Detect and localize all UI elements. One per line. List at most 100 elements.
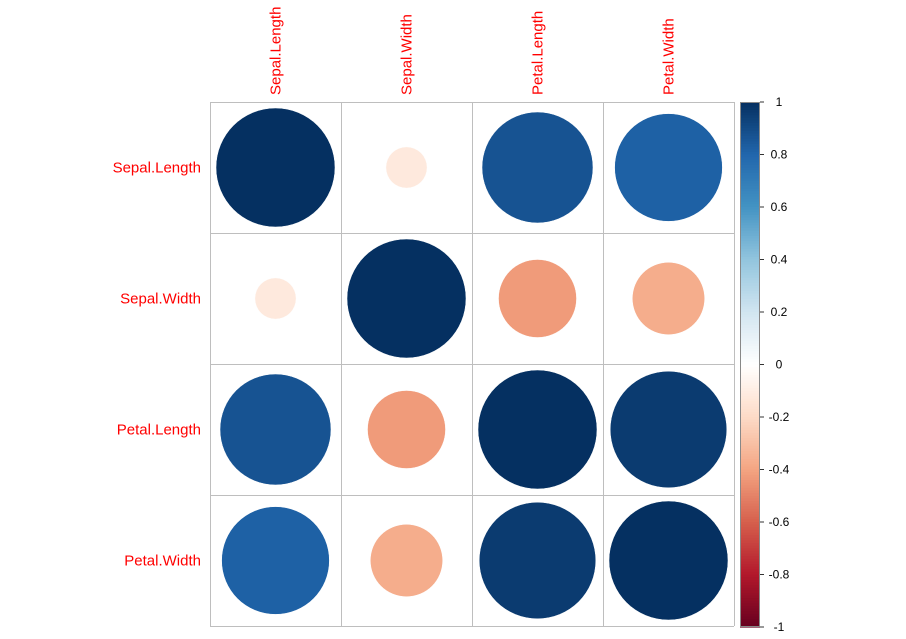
colorbar-segment — [740, 256, 760, 261]
colorbar-segment — [740, 157, 760, 161]
colorbar-segment — [740, 241, 760, 245]
colorbar-segment — [740, 508, 760, 513]
colorbar-segment — [740, 519, 760, 523]
colorbar-segment — [740, 346, 760, 350]
colorbar-segment — [740, 430, 760, 434]
correlation-circle-petal-width-sepal-length — [221, 506, 330, 615]
colorbar-segment — [740, 277, 760, 282]
colorbar-tick-label: -0.8 — [769, 568, 790, 582]
colorbar-segment — [740, 335, 760, 339]
column-label: Petal.Width — [661, 18, 678, 95]
colorbar-segment — [740, 592, 760, 597]
colorbar-tick-label: 1 — [776, 95, 783, 109]
colorbar-segment — [740, 453, 760, 457]
colorbar-segment — [740, 340, 760, 345]
colorbar-segment — [740, 264, 760, 268]
colorbar-segment — [740, 472, 760, 476]
colorbar-segment — [740, 214, 760, 219]
colorbar-segment — [740, 180, 760, 184]
correlation-circle-petal-length-sepal-width — [367, 390, 446, 469]
colorbar-segment — [740, 175, 760, 179]
colorbar-segment — [740, 138, 760, 142]
colorbar-segment — [740, 154, 760, 158]
colorbar-segment — [740, 456, 760, 460]
colorbar-segment — [740, 466, 760, 471]
colorbar-segment — [740, 246, 760, 250]
colorbar-segment — [740, 301, 760, 305]
colorbar-segment — [740, 272, 760, 276]
colorbar-segment — [740, 503, 760, 507]
colorbar-segment — [740, 624, 760, 628]
correlation-circle-sepal-length-sepal-width — [385, 146, 428, 189]
colorbar-segment — [740, 144, 760, 148]
colorbar-segment — [740, 191, 760, 195]
colorbar-segment — [740, 427, 760, 431]
colorbar-segment — [740, 385, 760, 389]
colorbar-segment — [740, 537, 760, 541]
colorbar-segment — [740, 432, 760, 436]
colorbar-segment — [740, 556, 760, 560]
colorbar-segment — [740, 459, 760, 463]
colorbar-segment — [740, 522, 760, 526]
colorbar-segment — [740, 438, 760, 442]
row-label: Sepal.Length — [113, 160, 201, 177]
colorbar-segment — [740, 115, 760, 119]
colorbar-segment — [740, 574, 760, 578]
colorbar-segment — [740, 293, 760, 297]
correlation-circle-sepal-length-sepal-length — [215, 107, 336, 228]
colorbar-segment — [740, 201, 760, 205]
colorbar-segment — [740, 304, 760, 308]
colorbar-segment — [740, 532, 760, 536]
colorbar-segment — [740, 102, 760, 106]
colorbar-segment — [740, 550, 760, 555]
colorbar-segment — [740, 419, 760, 423]
colorbar-segment — [740, 207, 760, 211]
colorbar-segment — [740, 587, 760, 591]
colorbar-segment — [740, 348, 760, 352]
colorbar-segment — [740, 141, 760, 145]
colorbar-segment — [740, 288, 760, 292]
colorbar-segment — [740, 448, 760, 452]
colorbar-segment — [740, 112, 760, 116]
correlation-circle-sepal-width-petal-width — [632, 262, 705, 335]
colorbar-segment — [740, 464, 760, 468]
colorbar-segment — [740, 558, 760, 562]
colorbar-segment — [740, 306, 760, 310]
colorbar-segment — [740, 267, 760, 271]
colorbar-segment — [740, 359, 760, 363]
colorbar-segment — [740, 298, 760, 303]
colorbar-segment — [740, 543, 760, 547]
colorbar-segment — [740, 390, 760, 394]
colorbar-segment — [740, 598, 760, 602]
colorbar-segment — [740, 422, 760, 426]
colorbar-tick-label: -1 — [774, 620, 785, 634]
colorbar-segment — [740, 566, 760, 570]
colorbar-segment — [740, 351, 760, 355]
correlation-circle-petal-length-petal-length — [477, 369, 598, 490]
colorbar-segment — [740, 183, 760, 187]
colorbar-segment — [740, 498, 760, 502]
colorbar-segment — [740, 613, 760, 618]
colorbar-segment — [740, 186, 760, 190]
colorbar-segment — [740, 411, 760, 415]
colorbar-segment — [740, 616, 760, 620]
colorbar-segment — [740, 406, 760, 410]
colorbar-segment — [740, 262, 760, 266]
colorbar-segment — [740, 595, 760, 599]
column-labels: Sepal.Length Sepal.Width Petal.Length Petal… — [268, 7, 678, 95]
colorbar-segment — [740, 443, 760, 447]
colorbar-segment — [740, 235, 760, 240]
row-label: Petal.Width — [124, 553, 201, 570]
correlation-circle-petal-width-petal-width — [608, 500, 729, 621]
colorbar-segment — [740, 608, 760, 612]
colorbar-segment — [740, 280, 760, 284]
colorbar-segment — [740, 238, 760, 242]
colorbar-segment — [740, 611, 760, 615]
colorbar-segment — [740, 104, 760, 108]
colorbar-segment — [740, 228, 760, 232]
colorbar-segment — [740, 209, 760, 213]
colorbar-segment — [740, 146, 760, 150]
colorbar-tick-label: -0.2 — [769, 410, 790, 424]
colorbar-segment — [740, 585, 760, 589]
colorbar-segment — [740, 319, 760, 324]
